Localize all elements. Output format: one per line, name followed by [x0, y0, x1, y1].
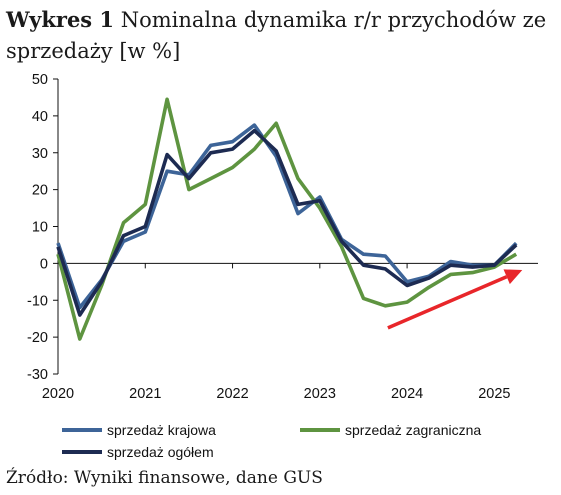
x-tick-label: 2022 — [216, 386, 248, 402]
legend-label: sprzedaż ogółem — [107, 444, 214, 460]
chart-series — [56, 97, 518, 341]
legend-label: sprzedaż krajowa — [107, 422, 216, 438]
x-tick-label: 2021 — [129, 386, 161, 402]
chart-annotations — [387, 269, 523, 330]
chart-source-note: Źródło: Wyniki finansowe, dane GUS — [6, 468, 323, 488]
y-tick-label: -10 — [27, 293, 48, 309]
chart-axes: -30 -20 -10 0 10 20 30 40 50 2020 2021 2022 2023 2024… — [27, 72, 538, 402]
y-tick-label: 0 — [40, 256, 48, 272]
y-tick-label: 40 — [32, 109, 48, 125]
y-tick-label: 20 — [32, 183, 48, 199]
series-line-sprzedaż-ogółem — [56, 128, 518, 317]
chart-title-prefix: Wykres 1 — [6, 7, 115, 32]
series-line-sprzedaż-zagraniczna — [56, 97, 518, 341]
y-tick-label: 50 — [32, 72, 48, 88]
series-line-sprzedaż-krajowa — [56, 123, 518, 310]
chart-legend: sprzedaż krajowa sprzedaż zagraniczna sprz… — [62, 422, 481, 460]
legend-label: sprzedaż zagraniczna — [345, 422, 481, 438]
y-tick-label: -30 — [27, 367, 48, 383]
y-tick-label: -20 — [27, 330, 48, 346]
chart-title-text: Nominalna dynamika r/r przychodów ze spr… — [6, 8, 547, 63]
trend-arrow-shaft — [387, 275, 508, 330]
y-tick-label: 10 — [32, 220, 48, 236]
x-tick-label: 2023 — [304, 386, 336, 402]
chart-title: Wykres 1 Nominalna dynamika r/r przychod… — [6, 4, 554, 67]
x-tick-label: 2020 — [42, 386, 74, 402]
x-tick-label: 2025 — [478, 386, 510, 402]
y-tick-label: 30 — [32, 146, 48, 162]
x-tick-label: 2024 — [391, 386, 423, 402]
trend-arrow-head — [503, 269, 523, 285]
